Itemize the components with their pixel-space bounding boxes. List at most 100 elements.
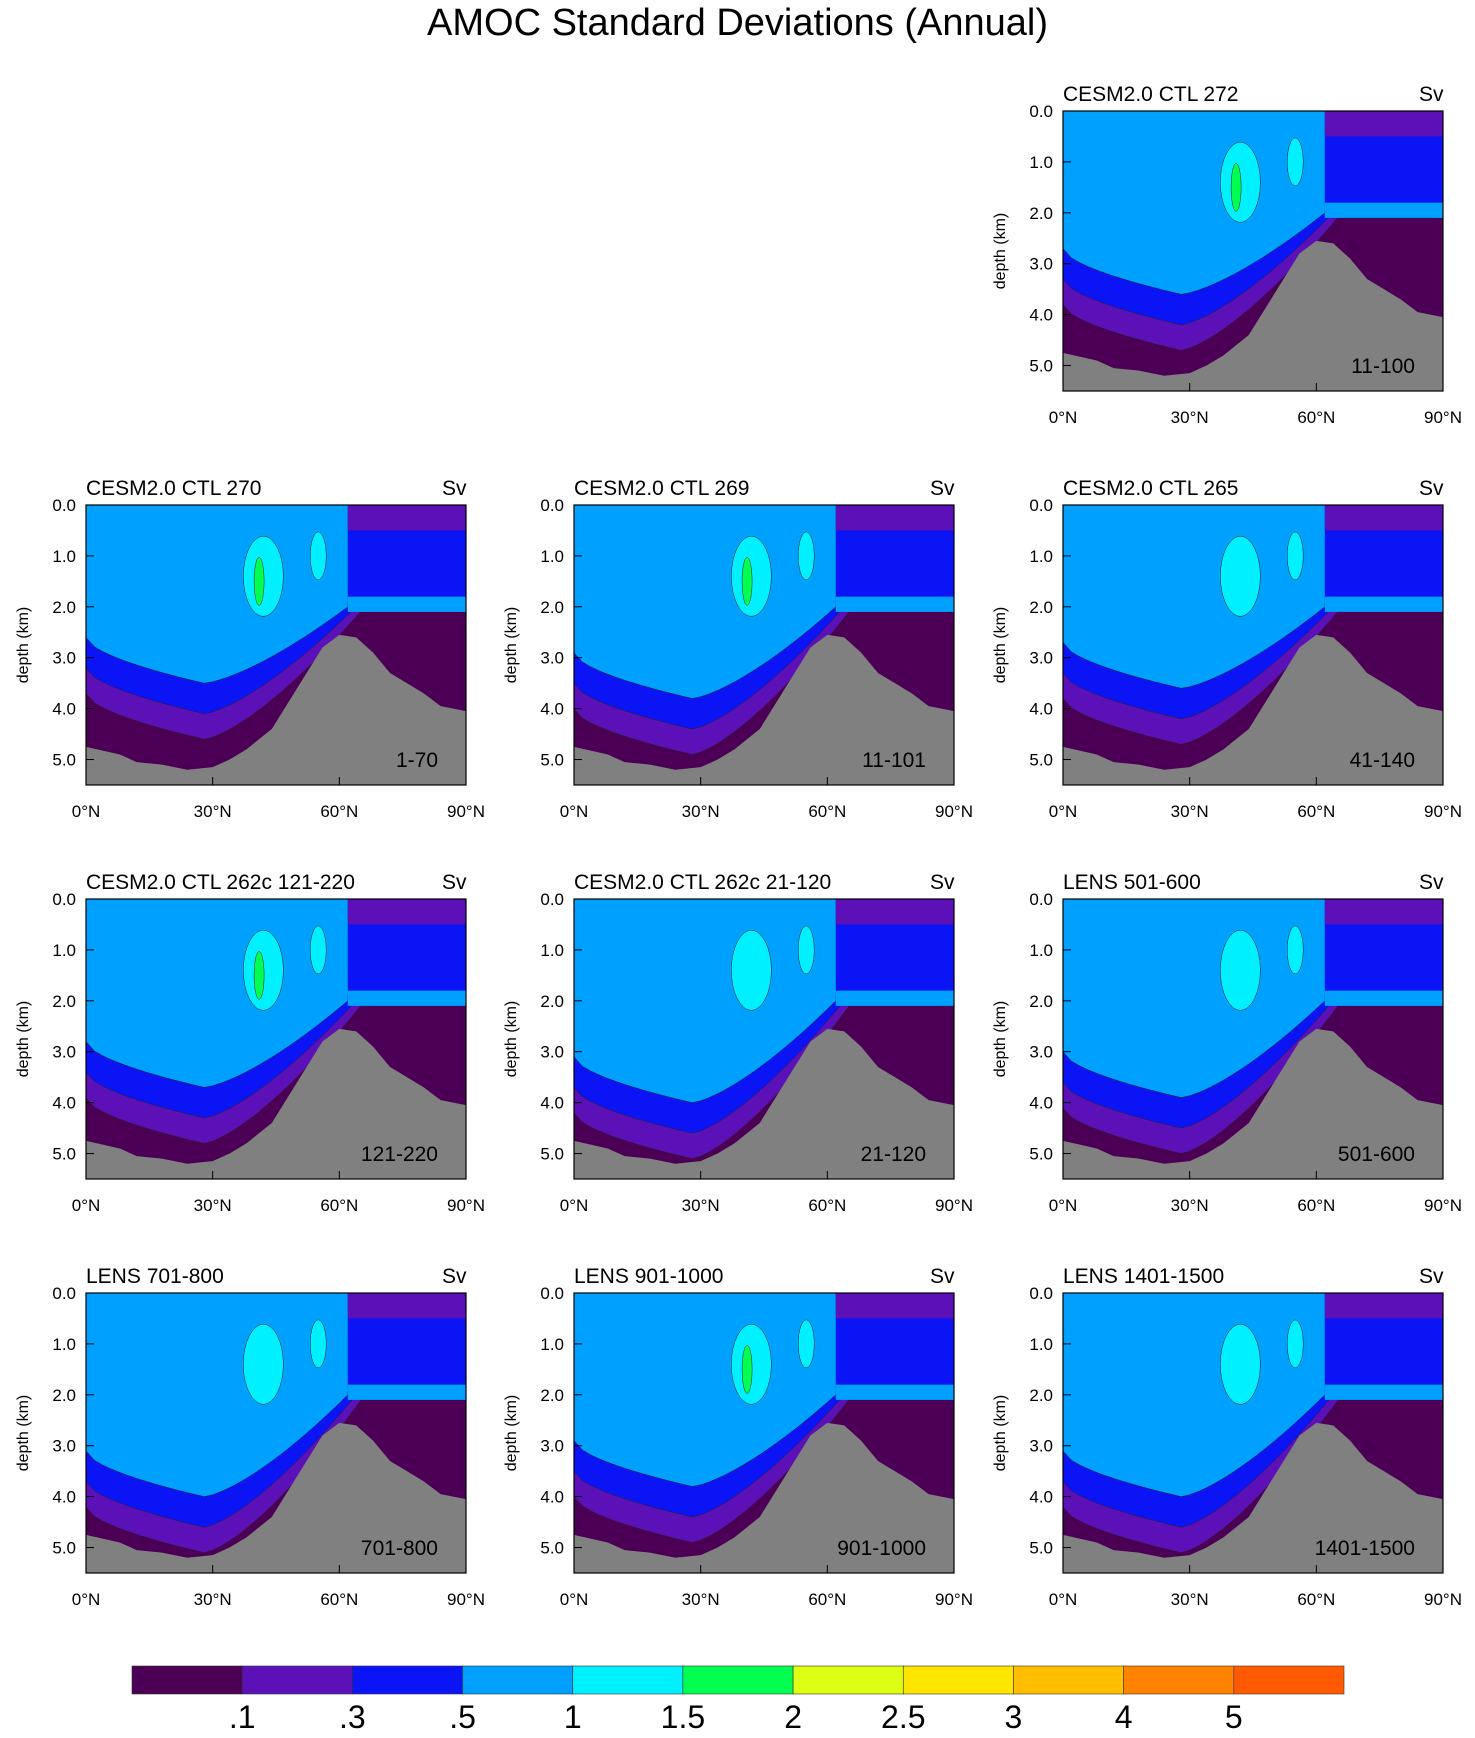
level-blob-1 [309,925,327,975]
colorbar-swatch [682,1665,794,1695]
contour-panel: LENS 901-1000 Sv 0.0 1.0 2.0 3.0 4.0 5.0 0°N 30°N… [494,1263,1004,1623]
y-tick-label: 3.0 [1029,649,1053,668]
level-blob-1 [1220,536,1261,617]
colorbar-swatch [792,1665,904,1695]
y-tick-label: 3.0 [540,649,564,668]
x-tick-label: 90°N [935,1196,973,1215]
level-band-0p5 [1063,899,1334,1098]
level-band-0p5 [86,505,357,684]
y-tick-label: 1.0 [52,547,76,566]
y-tick-label: 1.0 [52,1335,76,1354]
plot-frame [85,898,467,1180]
y-tick-label: 2.0 [540,598,564,617]
y-tick-label: 5.0 [52,1539,76,1558]
bathymetry-land [574,1422,954,1573]
shelf-top-band [1324,505,1443,531]
x-tick-label: 0°N [1049,408,1078,427]
panel-plot: 0.0 1.0 2.0 3.0 4.0 5.0 0°N 30°N 60°N 90°N depth (… [992,1284,1462,1609]
colorbar-swatch [1123,1665,1235,1695]
shelf-overflow-band [835,596,954,612]
y-tick-label: 3.0 [52,1437,76,1456]
level-blob-1 [1286,531,1304,581]
x-tick-label: 60°N [320,1196,358,1215]
colorbar-label: 4 [1115,1699,1133,1735]
x-tick-label: 60°N [808,802,846,821]
y-tick-label: 2.0 [540,1386,564,1405]
y-tick-label: 5.0 [540,1145,564,1164]
colorbar-swatch [572,1665,684,1695]
colorbar-label: .1 [229,1699,256,1735]
y-tick-label: 1.0 [540,547,564,566]
y-axis-label: depth (km) [15,1001,32,1077]
y-tick-label: 0.0 [540,890,564,909]
shelf-overflow-band [1324,990,1443,1006]
colorbar-label: 1.5 [661,1699,705,1735]
colorbar-label: 1 [564,1699,582,1735]
x-tick-label: 90°N [1424,1590,1462,1609]
colorbar-label: 3 [1005,1699,1023,1735]
bathymetry-land [86,1028,466,1179]
years-label: 1-70 [396,749,438,772]
panel-title: LENS 1401-1500 [1063,1265,1225,1288]
y-tick-label: 5.0 [1029,1145,1053,1164]
y-tick-label: 4.0 [1029,1094,1053,1113]
contour-panel: CESM2.0 CTL 265 Sv 0.0 1.0 2.0 3.0 4.0 5.0 0°N 30… [983,475,1475,835]
panel-plot: 0.0 1.0 2.0 3.0 4.0 5.0 0°N 30°N 60°N 90°N depth (… [503,890,973,1215]
y-tick-label: 4.0 [1029,1488,1053,1507]
level-band-0p5 [1063,505,1334,689]
shelf-overflow-band [835,990,954,1006]
x-tick-label: 60°N [1297,1196,1335,1215]
plot-frame [1062,898,1444,1180]
y-axis-label: depth (km) [503,607,520,683]
y-tick-label: 5.0 [52,1145,76,1164]
y-tick-label: 1.0 [540,941,564,960]
y-tick-label: 2.0 [52,992,76,1011]
colorbar-label: 5 [1225,1699,1243,1735]
plot-frame [573,898,955,1180]
panel-plot: 0.0 1.0 2.0 3.0 4.0 5.0 0°N 30°N 60°N 90°N depth (… [503,496,973,821]
shelf-overflow-band [347,990,466,1006]
y-tick-label: 4.0 [540,1094,564,1113]
y-tick-label: 2.0 [52,598,76,617]
y-tick-label: 4.0 [52,1094,76,1113]
x-tick-label: 0°N [72,1196,101,1215]
contour-panel: LENS 501-600 Sv 0.0 1.0 2.0 3.0 4.0 5.0 0°N 30°N 6… [983,869,1475,1229]
y-tick-label: 5.0 [540,1539,564,1558]
x-tick-label: 30°N [194,1590,232,1609]
level-blob-1 [797,1319,815,1369]
level-blob-1 [1220,930,1261,1011]
bathymetry-land [1063,1422,1443,1573]
panel-plot: 0.0 1.0 2.0 3.0 4.0 5.0 0°N 30°N 60°N 90°N depth (… [992,102,1462,427]
colorbar-swatch [462,1665,574,1695]
y-tick-label: 2.0 [52,1386,76,1405]
bathymetry-land [574,1028,954,1179]
colorbar-label: 2 [784,1699,802,1735]
x-tick-label: 30°N [1171,1590,1209,1609]
x-tick-label: 90°N [1424,1196,1462,1215]
y-tick-label: 4.0 [1029,700,1053,719]
panel-title: CESM2.0 CTL 262c 21-120 [574,871,832,894]
y-tick-label: 0.0 [1029,1284,1053,1303]
x-tick-label: 60°N [320,1590,358,1609]
level-blob-1p5 [1230,163,1242,212]
shelf-overflow-band [1324,596,1443,612]
x-tick-label: 0°N [1049,802,1078,821]
colorbar-swatch [902,1665,1014,1695]
y-tick-label: 0.0 [540,496,564,515]
y-tick-label: 4.0 [52,1488,76,1507]
shelf-top-band [1324,899,1443,925]
x-tick-label: 30°N [1171,408,1209,427]
y-tick-label: 5.0 [1029,751,1053,770]
shelf-top-band [347,1293,466,1319]
level-blob-1 [243,1324,284,1405]
x-tick-label: 60°N [808,1196,846,1215]
plot-frame [573,504,955,786]
panel-units: Sv [930,871,955,894]
level-band-0p5 [86,899,357,1088]
y-axis-label: depth (km) [15,607,32,683]
y-tick-label: 3.0 [1029,1043,1053,1062]
years-label: 501-600 [1338,1143,1415,1166]
y-axis-label: depth (km) [992,213,1009,289]
y-tick-label: 2.0 [540,992,564,1011]
x-tick-label: 60°N [1297,408,1335,427]
